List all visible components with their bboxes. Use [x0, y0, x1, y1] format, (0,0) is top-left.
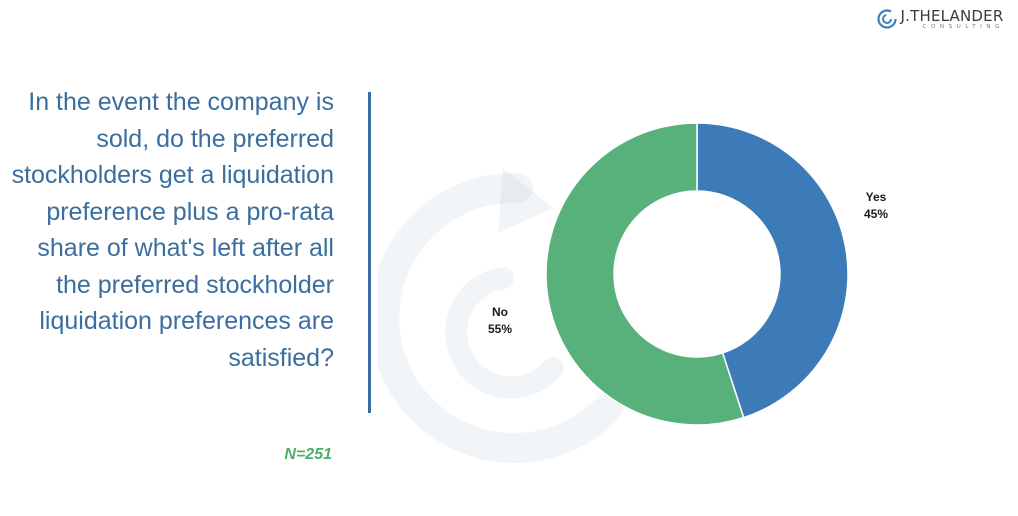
survey-question: In the event the company is sold, do the…: [11, 88, 334, 372]
vertical-divider: [368, 92, 371, 413]
slice-yes: [696, 122, 849, 419]
spiral-logo-icon: [876, 9, 897, 29]
logo-name: J.THELANDER: [900, 7, 1004, 25]
slice-label-yes-category: Yes: [866, 190, 887, 204]
watermark-spiral-icon: [378, 168, 623, 463]
company-logo: J.THELANDER CONSULTING: [876, 7, 1004, 31]
sample-size-label: N=251: [284, 446, 332, 463]
slice-no: [545, 122, 745, 426]
logo-subtitle: CONSULTING: [922, 24, 1004, 30]
slice-label-no-value: 55%: [488, 322, 512, 336]
slice-label-yes-value: 45%: [864, 207, 888, 221]
slice-label-no-category: No: [492, 305, 508, 319]
